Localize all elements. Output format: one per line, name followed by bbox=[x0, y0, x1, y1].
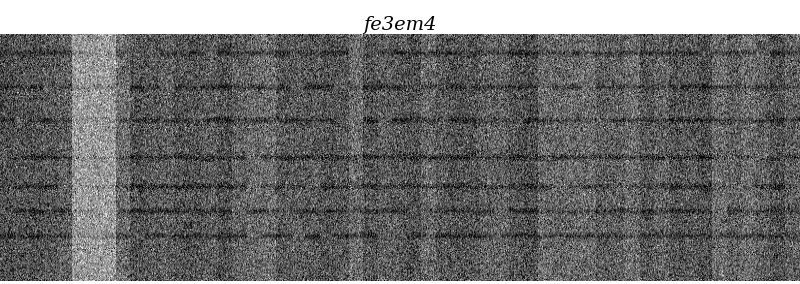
Title: fe3em4: fe3em4 bbox=[363, 16, 437, 34]
Text: M: M bbox=[183, 222, 193, 231]
